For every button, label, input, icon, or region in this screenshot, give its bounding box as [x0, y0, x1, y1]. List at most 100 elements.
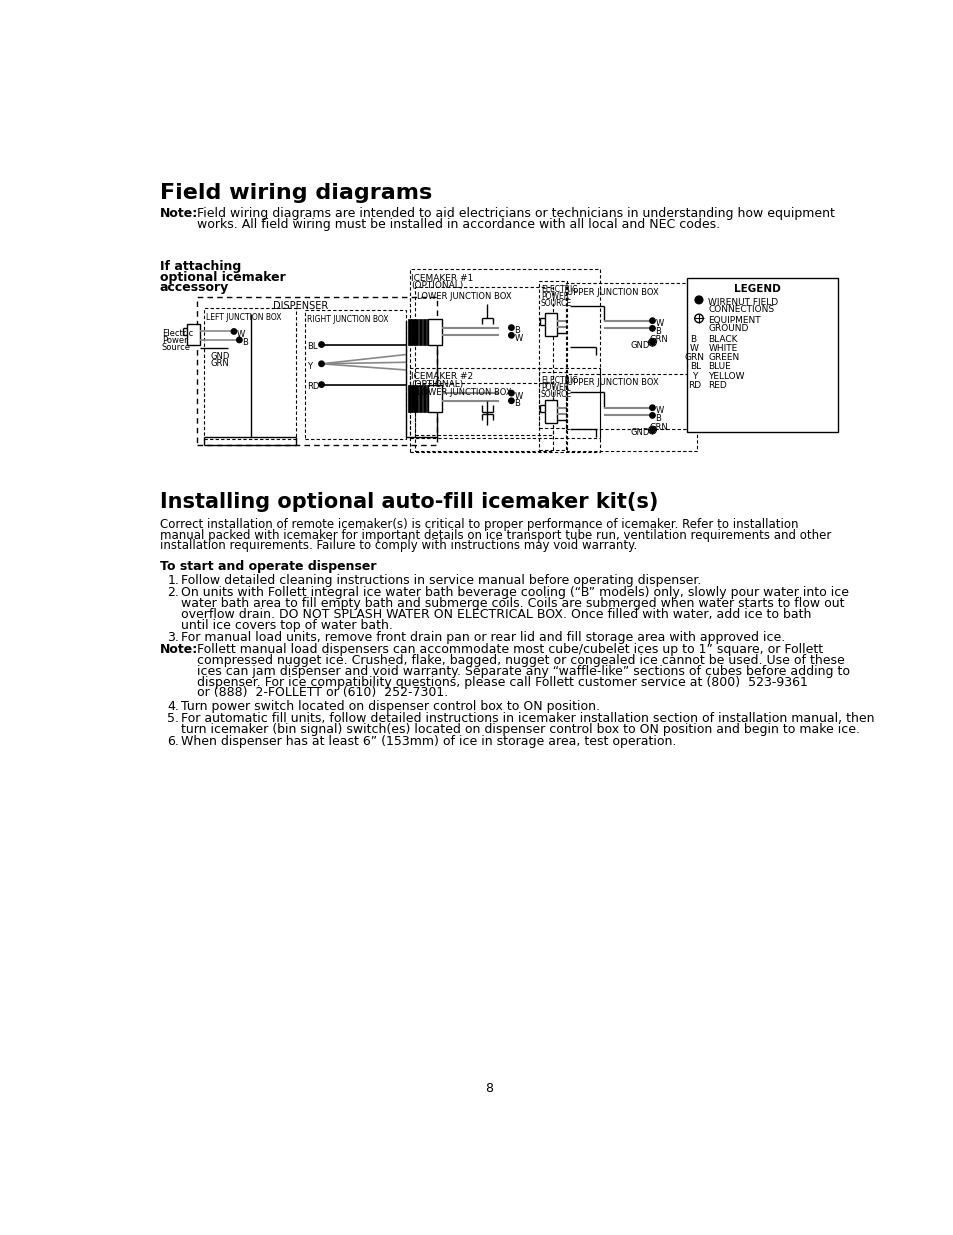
Text: POWER: POWER — [540, 383, 568, 391]
Text: ICEMAKER #1: ICEMAKER #1 — [411, 274, 474, 283]
Text: LEGEND: LEGEND — [733, 284, 780, 294]
Bar — [418, 319, 422, 346]
Text: W: W — [655, 319, 663, 329]
Text: GRN: GRN — [649, 336, 667, 345]
Bar — [411, 319, 415, 346]
Bar — [305, 310, 406, 440]
Text: GND: GND — [211, 352, 230, 362]
Text: DISPENSER: DISPENSER — [273, 301, 328, 311]
Bar — [410, 368, 599, 452]
Text: (OPTIONAL): (OPTIONAL) — [411, 282, 463, 290]
Text: UPPER JUNCTION BOX: UPPER JUNCTION BOX — [567, 288, 659, 298]
Bar — [422, 385, 426, 411]
Text: ELECTRIC: ELECTRIC — [540, 377, 577, 385]
Bar — [407, 385, 410, 411]
Text: B: B — [241, 338, 248, 347]
Text: turn icemaker (bin signal) switch(es) located on dispenser control box to ON pos: turn icemaker (bin signal) switch(es) lo… — [181, 722, 860, 736]
Text: B: B — [514, 326, 519, 335]
Text: LOWER JUNCTION BOX: LOWER JUNCTION BOX — [416, 293, 511, 301]
Bar — [565, 283, 697, 430]
Text: RED: RED — [707, 380, 726, 390]
Text: ELECTRIC: ELECTRIC — [540, 285, 577, 294]
Text: 2.: 2. — [167, 587, 179, 599]
Text: optional icemaker: optional icemaker — [159, 270, 285, 284]
Text: BLACK: BLACK — [707, 335, 737, 343]
Text: Y: Y — [691, 372, 697, 380]
Text: GND: GND — [630, 429, 649, 437]
Text: 3.: 3. — [167, 631, 179, 643]
Text: or (888)  2-FOLLETT or (610)  252-7301.: or (888) 2-FOLLETT or (610) 252-7301. — [196, 687, 448, 699]
Text: If attaching: If attaching — [159, 259, 240, 273]
Circle shape — [649, 427, 655, 432]
Text: To start and operate dispenser: To start and operate dispenser — [159, 561, 375, 573]
Text: GROUND: GROUND — [707, 324, 748, 332]
Text: RD: RD — [687, 380, 700, 390]
Text: LEFT JUNCTION BOX: LEFT JUNCTION BOX — [206, 312, 281, 322]
Bar — [187, 324, 199, 346]
Bar — [415, 385, 418, 411]
Bar — [686, 278, 838, 431]
Text: GREEN: GREEN — [707, 353, 739, 362]
Text: W: W — [514, 391, 522, 400]
Circle shape — [649, 412, 655, 419]
Text: 5.: 5. — [167, 711, 179, 725]
Text: 6.: 6. — [167, 735, 179, 748]
Text: manual packed with icemaker for important details on ice transport tube run, ven: manual packed with icemaker for importan… — [159, 529, 830, 542]
Text: (OPTIONAL): (OPTIONAL) — [411, 380, 463, 389]
Text: installation requirements. Failure to comply with instructions may void warranty: installation requirements. Failure to co… — [159, 540, 637, 552]
Text: BL: BL — [689, 362, 700, 372]
Circle shape — [649, 340, 655, 345]
Circle shape — [236, 337, 242, 342]
Text: W: W — [514, 333, 522, 343]
Text: Source: Source — [162, 343, 191, 352]
Text: B: B — [689, 335, 695, 343]
Text: GRN: GRN — [684, 353, 704, 362]
Text: water bath area to fill empty bath and submerge coils. Coils are submerged when : water bath area to fill empty bath and s… — [181, 597, 843, 610]
Text: EQUIPMENT: EQUIPMENT — [707, 316, 760, 325]
Bar — [427, 319, 430, 346]
Circle shape — [508, 390, 514, 395]
Text: On units with Follett integral ice water bath beverage cooling (“B” models) only: On units with Follett integral ice water… — [181, 587, 848, 599]
Text: Note:: Note: — [159, 206, 197, 220]
Bar — [411, 385, 415, 411]
Text: Field wiring diagrams: Field wiring diagrams — [159, 183, 432, 203]
Text: 1.: 1. — [167, 574, 179, 587]
Bar — [407, 319, 410, 346]
Text: works. All field wiring must be installed in accordance with all local and NEC c: works. All field wiring must be installe… — [196, 217, 720, 231]
Text: 4.: 4. — [167, 699, 179, 713]
Text: 8: 8 — [484, 1082, 493, 1095]
Text: POWER: POWER — [540, 293, 568, 301]
Bar — [544, 312, 557, 336]
Bar — [196, 296, 436, 445]
Text: B: B — [514, 399, 519, 409]
Text: Power: Power — [162, 336, 188, 345]
Circle shape — [318, 382, 324, 388]
Bar — [422, 319, 426, 346]
Bar — [538, 372, 567, 450]
Text: dispenser. For ice compatibility questions, please call Follett customer service: dispenser. For ice compatibility questio… — [196, 676, 807, 689]
Text: Follett manual load dispensers can accommodate most cube/cubelet ices up to 1” s: Follett manual load dispensers can accom… — [196, 643, 822, 656]
Text: Field wiring diagrams are intended to aid electricians or technicians in underst: Field wiring diagrams are intended to ai… — [196, 206, 834, 220]
Text: overflow drain. DO NOT SPLASH WATER ON ELECTRICAL BOX. Once filled with water, a: overflow drain. DO NOT SPLASH WATER ON E… — [181, 608, 811, 621]
Bar — [204, 309, 295, 440]
Text: WIRENUT FIELD: WIRENUT FIELD — [707, 298, 778, 306]
Text: SOURCE: SOURCE — [540, 299, 572, 308]
Text: accessory: accessory — [159, 282, 229, 294]
Text: When dispenser has at least 6” (153mm) of ice in storage area, test operation.: When dispenser has at least 6” (153mm) o… — [181, 735, 676, 748]
Text: UPPER JUNCTION BOX: UPPER JUNCTION BOX — [567, 378, 659, 388]
Text: Installing optional auto-fill icemaker kit(s): Installing optional auto-fill icemaker k… — [159, 492, 658, 511]
Text: Note:: Note: — [159, 643, 197, 656]
Text: Electric: Electric — [162, 330, 193, 338]
Text: compressed nugget ice. Crushed, flake, bagged, nugget or congealed ice cannot be: compressed nugget ice. Crushed, flake, b… — [196, 655, 843, 667]
Text: SOURCE: SOURCE — [540, 390, 572, 399]
Bar — [565, 374, 697, 451]
Bar — [538, 280, 567, 429]
Text: LOWER JUNCTION BOX: LOWER JUNCTION BOX — [416, 388, 511, 396]
Text: For automatic fill units, follow detailed instructions in icemaker installation : For automatic fill units, follow detaile… — [181, 711, 874, 725]
Bar — [427, 385, 441, 411]
Circle shape — [508, 332, 514, 338]
Bar — [427, 385, 430, 411]
Text: B: B — [655, 327, 660, 336]
Text: GND: GND — [630, 341, 649, 350]
Text: Turn power switch located on dispenser control box to ON position.: Turn power switch located on dispenser c… — [181, 699, 599, 713]
